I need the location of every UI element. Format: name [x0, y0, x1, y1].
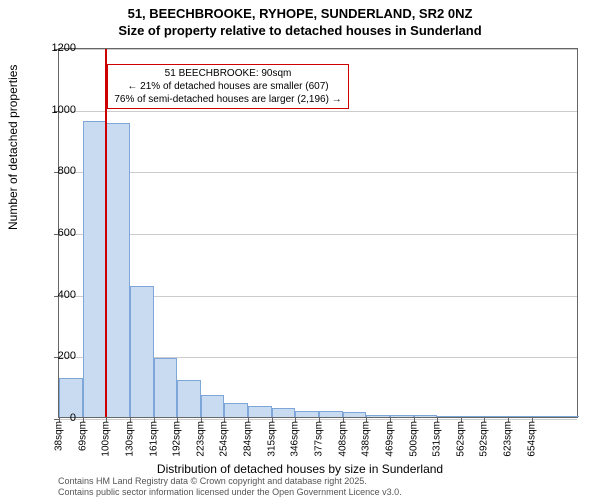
xtick-label: 315sqm — [266, 417, 277, 457]
annotation-box: 51 BEECHBROOKE: 90sqm← 21% of detached h… — [107, 64, 348, 109]
xtick-label: 100sqm — [101, 417, 112, 457]
xtick-label: 223sqm — [195, 417, 206, 457]
xtick-label: 254sqm — [219, 417, 230, 457]
xtick-label: 469sqm — [384, 417, 395, 457]
xtick-label: 592sqm — [479, 417, 490, 457]
ytick-label: 400 — [36, 289, 76, 301]
gridline — [59, 111, 577, 112]
histogram-bar — [83, 121, 107, 417]
xtick-label: 438sqm — [361, 417, 372, 457]
annotation-line: 76% of semi-detached houses are larger (… — [114, 93, 341, 106]
xtick-label: 192sqm — [172, 417, 183, 457]
xtick-label: 130sqm — [124, 417, 135, 457]
ytick-label: 1000 — [36, 104, 76, 116]
xtick-label: 346sqm — [290, 417, 301, 457]
histogram-bar — [248, 406, 272, 417]
ytick-label: 800 — [36, 165, 76, 177]
annotation-line: 51 BEECHBROOKE: 90sqm — [114, 67, 341, 80]
gridline — [59, 234, 577, 235]
chart-container: 51, BEECHBROOKE, RYHOPE, SUNDERLAND, SR2… — [0, 0, 600, 500]
xtick-label: 623sqm — [503, 417, 514, 457]
xtick-label: 69sqm — [77, 417, 88, 451]
ytick-label: 0 — [36, 412, 76, 424]
ytick-label: 600 — [36, 227, 76, 239]
histogram-bar — [177, 380, 201, 417]
xtick-label: 531sqm — [432, 417, 443, 457]
chart-title-line2: Size of property relative to detached ho… — [0, 23, 600, 40]
xtick-label: 377sqm — [314, 417, 325, 457]
footer-line1: Contains HM Land Registry data © Crown c… — [58, 476, 402, 487]
gridline — [59, 172, 577, 173]
histogram-bar — [106, 123, 130, 417]
histogram-bar — [555, 416, 579, 417]
xtick-label: 562sqm — [455, 417, 466, 457]
ytick-label: 1200 — [36, 42, 76, 54]
histogram-bar — [224, 403, 248, 417]
x-axis-label: Distribution of detached houses by size … — [0, 462, 600, 476]
plot-area: 38sqm69sqm100sqm130sqm161sqm192sqm223sqm… — [58, 48, 578, 418]
xtick-label: 500sqm — [408, 417, 419, 457]
histogram-bar — [130, 286, 154, 417]
footer-line2: Contains public sector information licen… — [58, 487, 402, 498]
xtick-label: 654sqm — [526, 417, 537, 457]
xtick-label: 284sqm — [243, 417, 254, 457]
ytick-label: 200 — [36, 350, 76, 362]
histogram-bar — [154, 358, 178, 417]
xtick-label: 161sqm — [148, 417, 159, 457]
histogram-bar — [272, 408, 296, 417]
chart-title-line1: 51, BEECHBROOKE, RYHOPE, SUNDERLAND, SR2… — [0, 0, 600, 23]
y-axis-label: Number of detached properties — [6, 65, 20, 230]
footer-attribution: Contains HM Land Registry data © Crown c… — [58, 476, 402, 498]
histogram-bar — [201, 395, 225, 417]
xtick-label: 408sqm — [337, 417, 348, 457]
gridline — [59, 49, 577, 50]
annotation-line: ← 21% of detached houses are smaller (60… — [114, 80, 341, 93]
